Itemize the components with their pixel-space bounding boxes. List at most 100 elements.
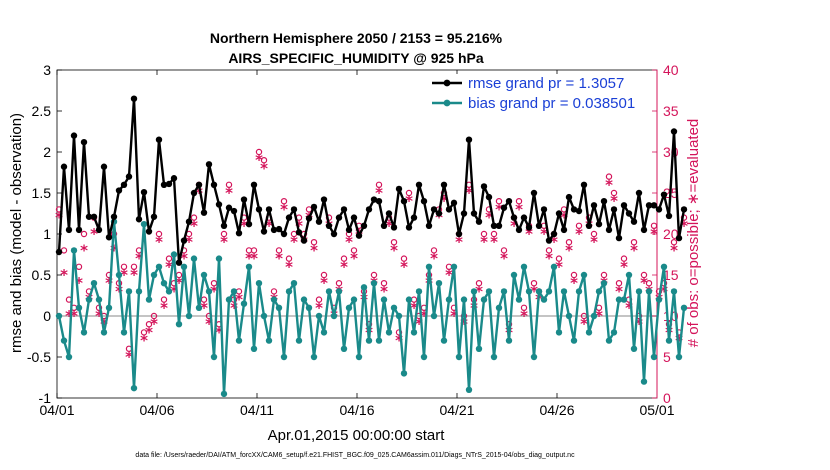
rmse-point: [535, 222, 543, 229]
rmse-point: [560, 226, 568, 234]
obs-evaluated-point: *: [680, 217, 688, 235]
rmse-point: [60, 163, 68, 170]
rmse-point: [460, 210, 468, 217]
rmse-point: [655, 206, 663, 213]
rmse-point: [185, 218, 193, 225]
bias-point: [455, 353, 463, 361]
obs-evaluated-point: *: [530, 282, 538, 300]
bias-point: [510, 271, 518, 279]
obs-evaluated-point: *: [510, 217, 518, 235]
chart-subtitle: AIRS_SPECIFIC_HUMIDITY @ 925 hPa: [228, 50, 484, 66]
bias-point: [75, 304, 83, 311]
bias-point: [320, 329, 328, 336]
rmse-point: [330, 230, 338, 238]
bias-point: [575, 288, 583, 295]
obs-evaluated-point: *: [395, 332, 403, 350]
obs-evaluated-point: *: [630, 241, 638, 259]
rmse-point: [115, 187, 123, 194]
rmse-point: [125, 173, 133, 180]
bias-point: [305, 304, 313, 311]
rmse-point: [575, 207, 583, 215]
bias-point: [215, 255, 223, 262]
obs-possible-point: [370, 271, 378, 279]
rmse-point: [555, 210, 563, 217]
rmse-point: [280, 230, 288, 238]
bias-point: [80, 329, 88, 336]
bias-point: [355, 353, 363, 361]
bias-point: [520, 263, 528, 270]
obs-evaluated-point: *: [410, 299, 418, 317]
rmse-point: [245, 220, 253, 228]
bias-point: [650, 353, 658, 361]
rmse-point: [80, 138, 88, 146]
obs-evaluated-point: *: [135, 250, 143, 268]
rmse-point: [180, 237, 188, 244]
bias-point: [90, 280, 98, 287]
rmse-point: [65, 226, 73, 234]
bias-point: [580, 271, 588, 279]
obs-evaluated-point: *: [520, 307, 528, 325]
rmse-point: [200, 209, 208, 216]
bias-point: [290, 280, 298, 287]
rmse-point: [375, 198, 383, 205]
bias-point: [615, 296, 623, 303]
bias-point: [395, 312, 403, 320]
rmse-point: [305, 215, 313, 222]
bias-point: [450, 263, 458, 270]
bias-point: [330, 312, 338, 320]
bias-point: [165, 288, 173, 295]
plot-area: 04/01 04/06 04/11 04/16 04/21 04/26 05/01 -1 -0.…: [27, 62, 688, 418]
obs-evaluated-point: *: [595, 307, 603, 325]
rmse-point: [565, 193, 573, 201]
bias-point: [390, 304, 398, 311]
obs-possible-point: [160, 296, 168, 303]
obs-evaluated-point: *: [95, 307, 103, 325]
obs-evaluated-point: *: [545, 250, 553, 268]
obs-evaluated-point: *: [290, 233, 298, 251]
rmse-point: [615, 234, 623, 242]
y-tick-label: 1.5: [32, 185, 52, 201]
bias-point: [410, 329, 418, 336]
legend-label: bias grand pr = 0.038501: [468, 95, 635, 112]
bias-point: [250, 345, 258, 352]
obs-evaluated-point: *: [480, 233, 488, 251]
bias-point: [550, 263, 558, 270]
bias-point: [430, 312, 438, 320]
obs-possible-point: [190, 214, 198, 221]
rmse-point: [640, 226, 648, 234]
bias-point: [640, 378, 648, 385]
obs-evaluated-point: *: [420, 307, 428, 325]
obs-evaluated-point: *: [620, 258, 628, 276]
obs-evaluated-point: *: [55, 209, 63, 227]
obs-possible-point: [310, 238, 318, 246]
obs-possible-point: [340, 255, 348, 262]
obs-possible-point: [350, 247, 358, 254]
obs-evaluated-point: *: [315, 299, 323, 317]
obs-possible-point: [335, 280, 343, 287]
rmse-point: [440, 181, 448, 188]
rmse-point: [130, 95, 138, 102]
rmse-point: [175, 259, 183, 266]
bias-point: [190, 255, 198, 262]
rmse-point: [645, 202, 653, 209]
rmse-point: [470, 210, 478, 217]
bias-point: [660, 263, 668, 270]
bias-point: [135, 288, 143, 295]
obs-evaluated-point: *: [570, 274, 578, 292]
rmse-point: [215, 201, 223, 208]
obs-evaluated-point: *: [280, 200, 288, 218]
bias-point: [130, 384, 138, 392]
obs-possible-point: [285, 255, 293, 262]
y-tick-label: 2: [43, 144, 51, 160]
obs-evaluated-point: *: [605, 176, 613, 194]
bias-point: [210, 353, 218, 361]
bias-point: [440, 337, 448, 344]
obs-evaluated-point: *: [640, 274, 648, 292]
rmse-point: [620, 202, 628, 209]
obs-evaluated-point: *: [625, 299, 633, 317]
obs-possible-point: [430, 247, 438, 254]
obs-possible-point: [530, 280, 538, 287]
rmse-point: [75, 226, 83, 234]
bias-point: [300, 296, 308, 303]
obs-evaluated-point: *: [90, 225, 98, 243]
